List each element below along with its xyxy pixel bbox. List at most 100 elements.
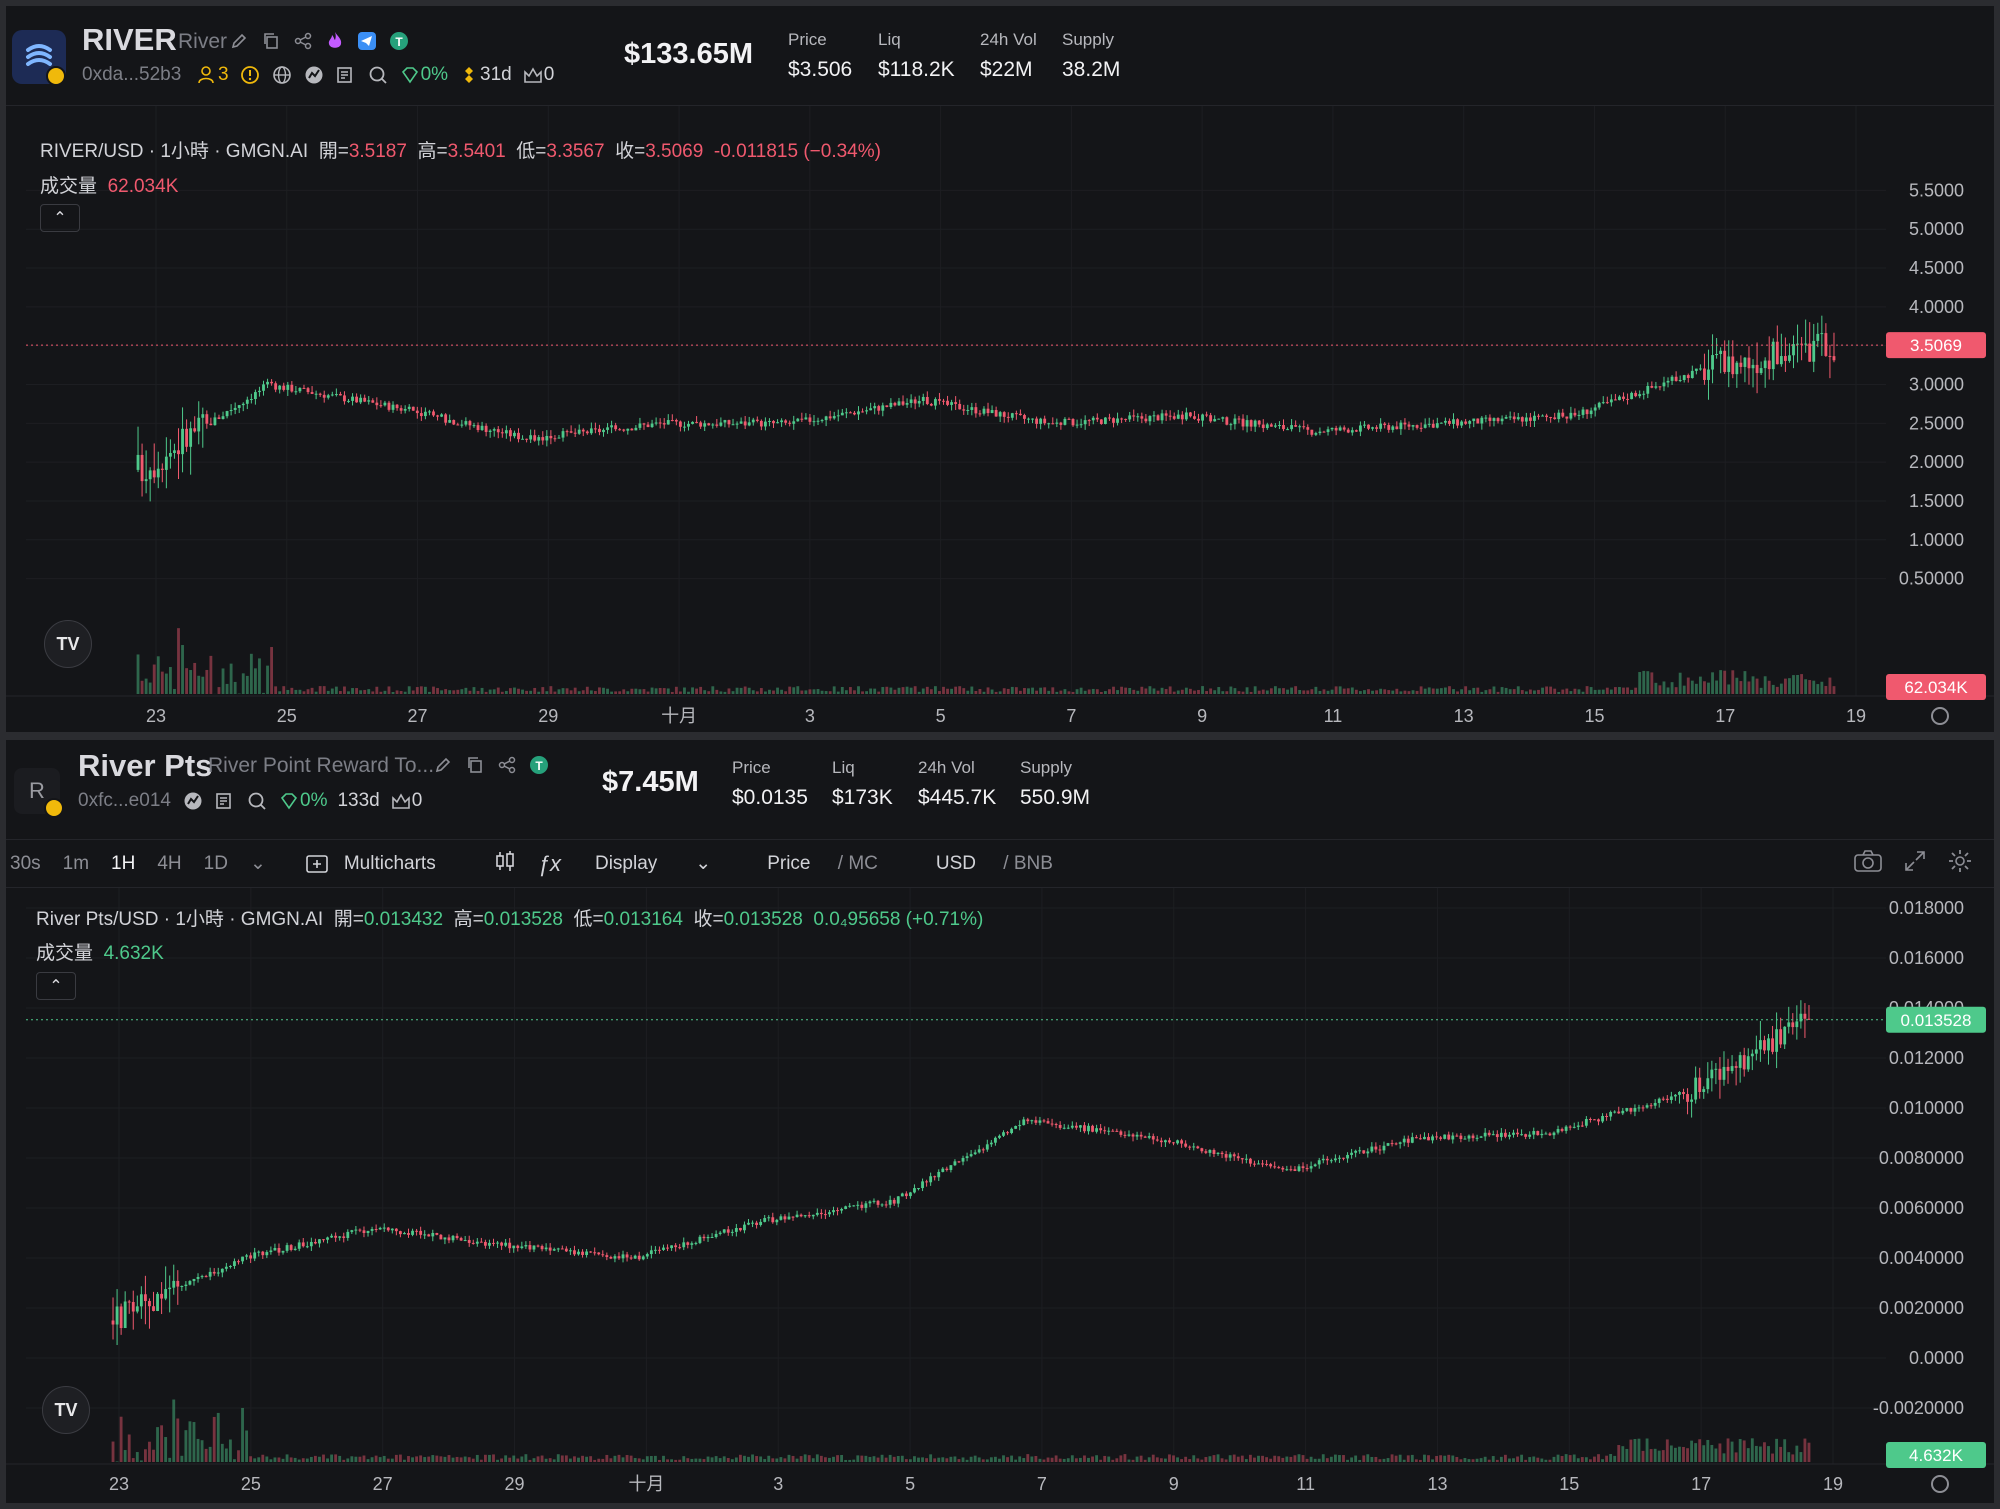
candle-body: [436, 415, 439, 417]
candle-body: [228, 1265, 232, 1267]
volume-bar: [966, 690, 970, 694]
volume-bar: [771, 1458, 775, 1462]
candle-body: [1597, 1119, 1600, 1122]
display-button[interactable]: Display ⌄: [595, 852, 733, 875]
candle-body: [358, 1229, 362, 1231]
volume-bar: [447, 1455, 451, 1462]
settings-gear-icon[interactable]: [1948, 849, 1972, 879]
indicators-icon[interactable]: ƒx: [537, 850, 561, 876]
interval-4h[interactable]: 4H: [157, 852, 182, 874]
candle-body: [1027, 418, 1030, 420]
stat-liq: Liq $118.2K: [878, 30, 955, 82]
holders[interactable]: 3: [196, 64, 229, 86]
candle-body: [1075, 424, 1079, 426]
share-icon[interactable]: [496, 754, 518, 776]
high-label: 高=: [453, 909, 484, 930]
token-address[interactable]: 0xfc...e014: [78, 790, 171, 811]
volume-bar: [1447, 1454, 1451, 1462]
volume-bar: [1646, 671, 1650, 694]
telegram-icon[interactable]: [356, 30, 378, 52]
candle-body: [1472, 418, 1476, 422]
tradingview-logo-icon[interactable]: TV: [42, 1386, 90, 1434]
candle-body: [581, 429, 585, 432]
volume-bar: [1796, 674, 1799, 694]
candle-body: [1014, 413, 1018, 415]
price-chart-river[interactable]: 5.50005.00004.50004.00003.50003.00002.50…: [6, 106, 1994, 732]
candle-body: [488, 430, 492, 432]
copy-icon[interactable]: [260, 30, 282, 52]
price-chart-river-pts[interactable]: 0.0180000.0160000.0140000.0120000.010000…: [6, 888, 1994, 1503]
candle-body: [326, 395, 330, 398]
candle-body: [273, 1248, 277, 1251]
token-age: 31d: [458, 64, 512, 86]
pair-label: River Pts/USD · 1小時 · GMGN.AI: [36, 909, 324, 930]
volume-bar: [355, 688, 359, 694]
volume-bar: [1386, 1458, 1390, 1462]
volume-bar: [1201, 686, 1204, 694]
candle-body: [731, 424, 735, 426]
notes-icon[interactable]: [214, 790, 236, 812]
volume-bar: [1670, 682, 1674, 694]
chart-icon[interactable]: [303, 64, 325, 86]
volume-bar: [1452, 689, 1455, 694]
token-address[interactable]: 0xda...52b3: [82, 64, 182, 85]
price-mc-toggle[interactable]: Price / MC: [767, 853, 900, 875]
search-icon[interactable]: [367, 64, 389, 86]
stat-supply: Supply 550.9M: [1020, 758, 1090, 810]
candle-body: [1803, 1013, 1807, 1019]
volume-bar: [1278, 688, 1281, 694]
edit-icon[interactable]: [432, 754, 454, 776]
collapse-legend-button[interactable]: ⌃: [36, 972, 76, 1000]
stat-supply: Supply 38.2M: [1062, 30, 1120, 82]
collapse-legend-button[interactable]: ⌃: [40, 204, 80, 232]
candle-body: [1609, 399, 1613, 403]
candle-body: [823, 1214, 827, 1216]
interval-30s[interactable]: 30s: [10, 852, 41, 874]
volume-bar: [908, 1459, 912, 1462]
share-icon[interactable]: [292, 30, 314, 52]
axis-settings-icon[interactable]: [1931, 707, 1949, 725]
tradingview-logo-icon[interactable]: TV: [44, 620, 92, 668]
candle-body: [892, 1199, 896, 1204]
volume-bar: [653, 1455, 657, 1462]
edit-icon[interactable]: [228, 30, 250, 52]
volume-bar: [168, 1457, 172, 1462]
candle-body: [200, 1276, 204, 1278]
fullscreen-icon[interactable]: [1904, 850, 1926, 878]
candle-type-icon[interactable]: [494, 850, 516, 878]
volume-bar: [1795, 1445, 1799, 1462]
interval-1h[interactable]: 1H: [111, 852, 136, 874]
multicharts-button[interactable]: Multicharts: [306, 853, 458, 875]
candle-body: [520, 1246, 524, 1249]
chart-icon[interactable]: [182, 790, 204, 812]
volume-bar: [925, 1458, 929, 1462]
volume-bar: [423, 1457, 427, 1462]
candle-body: [521, 438, 524, 440]
volume-bar: [1512, 1458, 1515, 1462]
volume-bar: [1577, 689, 1581, 694]
candle-body: [585, 1251, 589, 1255]
volume-bar: [471, 1458, 475, 1462]
currency-toggle[interactable]: USD / BNB: [936, 853, 1075, 875]
copy-icon[interactable]: [464, 754, 486, 776]
volume-bar: [630, 688, 634, 694]
globe-icon[interactable]: [271, 64, 293, 86]
volume-bar: [1038, 1458, 1042, 1462]
axis-settings-icon[interactable]: [1931, 1475, 1949, 1493]
y-tick-label: 0.0040000: [1879, 1248, 1964, 1268]
candle-body: [994, 410, 998, 417]
volume-bar: [868, 1456, 872, 1462]
notes-icon[interactable]: [335, 64, 357, 86]
candle-body: [216, 1272, 220, 1274]
search-icon[interactable]: [246, 790, 268, 812]
chevron-down-icon[interactable]: ⌄: [249, 853, 266, 874]
camera-icon[interactable]: [1854, 849, 1882, 878]
volume-bar: [1738, 1439, 1742, 1462]
candle-body: [330, 394, 334, 396]
interval-1m[interactable]: 1m: [62, 852, 90, 874]
interval-1d[interactable]: 1D: [203, 852, 228, 874]
token-actions: T: [432, 754, 550, 776]
volume-value: 62.034K: [107, 176, 179, 197]
volume-bar: [666, 688, 670, 694]
volume-bar: [1686, 1448, 1689, 1462]
